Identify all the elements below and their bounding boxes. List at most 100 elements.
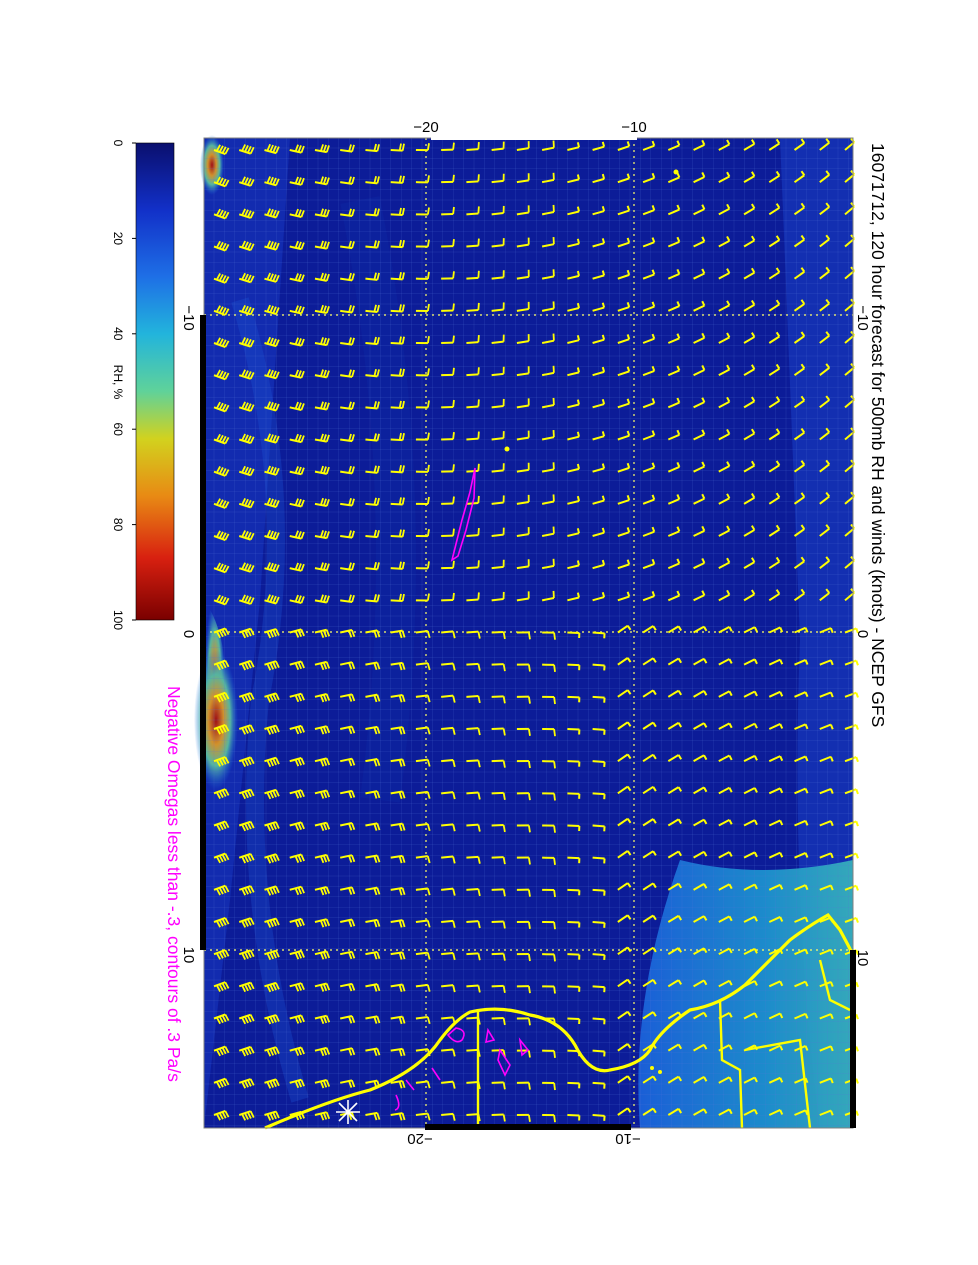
wind-barb xyxy=(289,1046,305,1056)
wind-barb xyxy=(768,723,784,730)
wind-barb xyxy=(667,590,681,602)
wind-barb xyxy=(819,627,834,634)
wind-barb xyxy=(794,787,809,795)
wind-barb xyxy=(768,363,781,377)
wind-barb xyxy=(390,1112,406,1121)
wind-barb xyxy=(289,305,305,315)
wind-barb xyxy=(491,1016,506,1026)
wind-barb xyxy=(441,630,456,639)
wind-barb xyxy=(238,788,255,800)
wind-barb xyxy=(314,1111,331,1121)
wind-barb xyxy=(743,626,758,634)
wind-barb xyxy=(441,271,455,280)
wind-barb xyxy=(390,758,406,767)
wind-barb xyxy=(415,919,431,928)
wind-barb xyxy=(390,175,405,184)
wind-barb xyxy=(365,175,380,185)
wind-barb xyxy=(264,821,280,832)
wind-barb xyxy=(743,492,756,505)
wind-barb xyxy=(844,723,859,730)
wind-barb xyxy=(390,854,406,864)
wind-barb xyxy=(617,237,631,248)
wind-barb xyxy=(415,662,431,671)
wind-barb xyxy=(844,627,859,634)
wind-barb xyxy=(793,299,806,312)
wind-barb xyxy=(390,400,405,410)
wind-barb xyxy=(567,270,580,280)
wind-barb xyxy=(289,433,305,444)
wind-barb xyxy=(768,556,781,570)
wind-barb xyxy=(718,396,731,409)
wind-barb xyxy=(213,949,230,960)
wind-barb xyxy=(693,461,706,473)
wind-barb xyxy=(314,660,331,671)
wind-barb xyxy=(340,176,355,185)
wind-barb xyxy=(466,174,480,184)
wind-barb xyxy=(592,1049,606,1057)
wind-barb xyxy=(491,398,505,409)
wind-barb xyxy=(844,820,859,827)
wind-barb xyxy=(415,464,430,473)
wind-barb xyxy=(642,333,656,344)
wind-barb xyxy=(314,1014,331,1024)
bottom-tick-label: −10 xyxy=(615,1130,640,1147)
wind-barb xyxy=(213,981,230,992)
wind-barb xyxy=(617,430,631,441)
wind-barb xyxy=(567,695,581,703)
wind-barb xyxy=(491,141,505,151)
wind-barb xyxy=(213,401,230,413)
wind-barb xyxy=(314,821,331,831)
wind-barb xyxy=(743,332,756,344)
wind-barb xyxy=(768,1109,784,1116)
wind-barb xyxy=(667,721,683,730)
wind-barb xyxy=(592,953,606,961)
wind-barb xyxy=(516,205,530,216)
wind-barb xyxy=(642,914,657,923)
wind-barb xyxy=(642,172,656,184)
wind-barb xyxy=(415,1112,431,1121)
wind-barb xyxy=(617,882,632,891)
wind-barb xyxy=(718,525,731,537)
wind-barb xyxy=(794,884,809,891)
wind-barb xyxy=(693,625,708,634)
wind-barb xyxy=(415,239,430,248)
wind-barb xyxy=(642,1011,657,1020)
wind-barb xyxy=(213,240,230,252)
wind-barb xyxy=(390,887,406,896)
wind-barb xyxy=(415,303,430,313)
wind-barb xyxy=(819,491,831,505)
colorbar-tick-label: 60 xyxy=(111,423,125,437)
wind-barb xyxy=(238,562,255,573)
wind-barb xyxy=(213,273,230,284)
wind-barb xyxy=(365,561,380,571)
wind-barb xyxy=(213,1045,230,1057)
wind-barb xyxy=(516,888,531,897)
wind-barb xyxy=(340,144,355,153)
wind-barb xyxy=(415,758,431,767)
wind-barb xyxy=(314,693,331,703)
wind-barb xyxy=(541,590,555,602)
wind-barb xyxy=(264,401,280,412)
wind-barb xyxy=(743,557,756,570)
wind-barb xyxy=(238,1110,255,1121)
wind-barb xyxy=(693,947,708,956)
wind-barb xyxy=(213,627,230,639)
wind-barb xyxy=(743,428,756,441)
wind-barb xyxy=(213,594,230,606)
wind-barb xyxy=(365,465,380,474)
wind-barb xyxy=(516,759,531,769)
wind-barb xyxy=(743,883,758,891)
wind-barb xyxy=(441,335,455,344)
wind-barb xyxy=(314,240,330,250)
wind-barb xyxy=(289,885,305,896)
wind-barb xyxy=(264,660,280,671)
wind-barb xyxy=(567,728,581,735)
wind-barb xyxy=(718,235,731,248)
wind-barb xyxy=(667,914,683,923)
colorbar-tick-label: 100 xyxy=(111,610,125,630)
wind-barb xyxy=(365,951,381,960)
wind-barb xyxy=(390,726,406,735)
wind-barb xyxy=(365,1111,381,1121)
wind-barb xyxy=(567,431,580,441)
wind-barb xyxy=(466,887,481,897)
